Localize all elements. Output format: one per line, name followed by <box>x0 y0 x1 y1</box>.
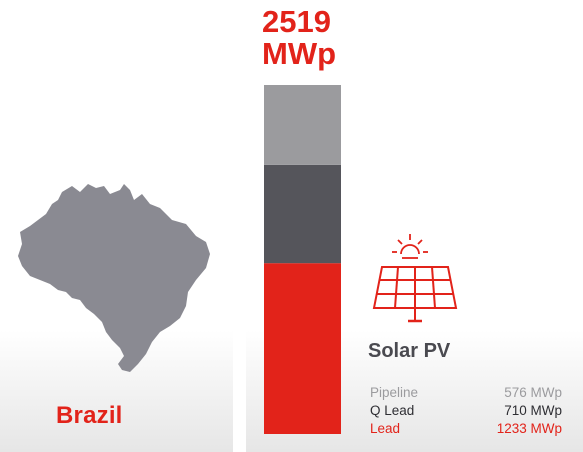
solar-panel-icon <box>372 266 458 323</box>
bar-segment-q-lead <box>264 164 341 264</box>
bar-segment-pipeline <box>264 85 341 165</box>
sun-icon <box>392 234 428 259</box>
legend-item-lead: Lead 1233 MWp <box>370 420 562 438</box>
stacked-capacity-bar <box>264 85 341 434</box>
legend-label: Lead <box>370 421 401 436</box>
legend-value: 1233 MWp <box>496 421 562 436</box>
technology-name: Solar PV <box>368 340 451 362</box>
brazil-map-icon <box>18 184 210 372</box>
country-name: Brazil <box>56 402 123 429</box>
legend: Pipeline 576 MWp Q Lead 710 MWp Lead 123… <box>370 384 562 438</box>
legend-label: Pipeline <box>370 385 419 400</box>
legend-value: 576 MWp <box>504 385 562 400</box>
legend-value: 710 MWp <box>504 403 562 418</box>
legend-item-q-lead: Q Lead 710 MWp <box>370 402 562 420</box>
legend-item-pipeline: Pipeline 576 MWp <box>370 384 562 402</box>
total-capacity-value: 2519 <box>262 4 331 39</box>
bar-segment-lead <box>264 263 341 434</box>
legend-label: Q Lead <box>370 403 415 418</box>
total-capacity-unit: MWp <box>262 36 337 71</box>
